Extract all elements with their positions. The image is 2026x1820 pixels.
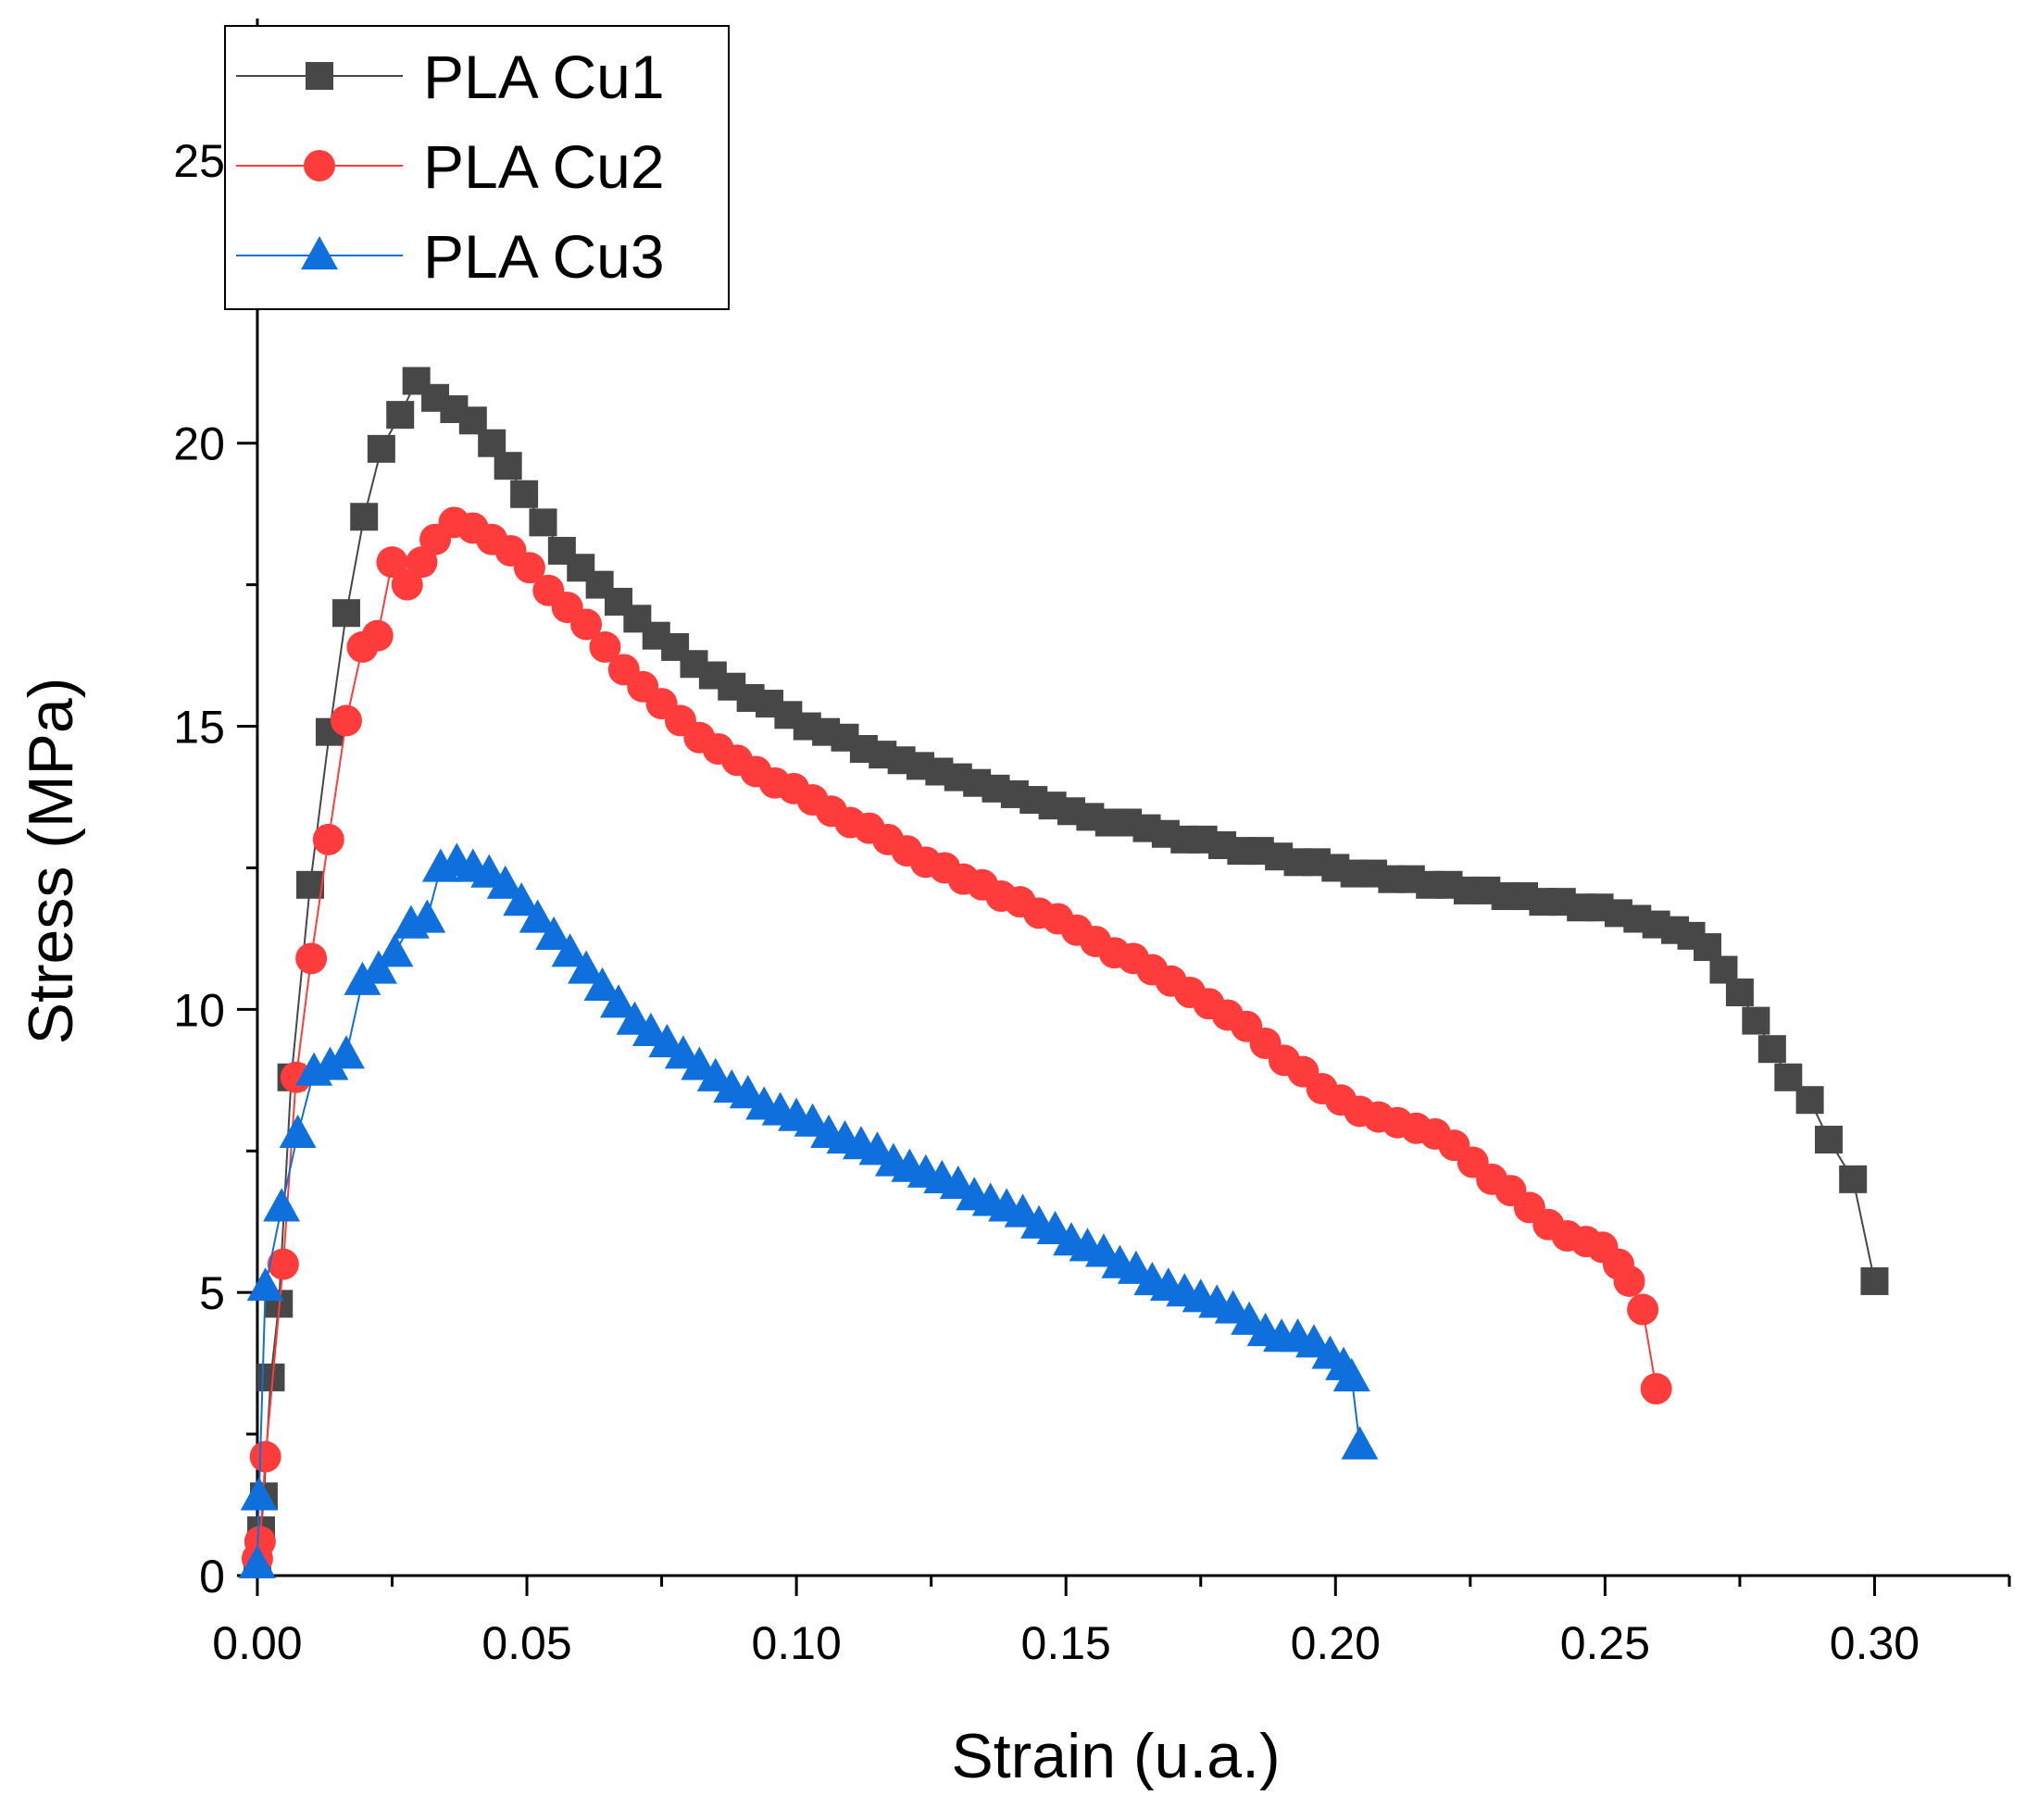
- x-tick-label: 0.00: [212, 1617, 302, 1669]
- data-point: [1860, 1266, 1889, 1295]
- data-point: [529, 508, 557, 537]
- data-point: [1725, 979, 1754, 1007]
- data-point: [244, 1526, 276, 1558]
- x-tick-label: 0.10: [751, 1617, 841, 1669]
- x-tick-label: 0.25: [1560, 1617, 1650, 1669]
- data-point: [1341, 1426, 1379, 1460]
- data-point: [311, 1046, 349, 1080]
- series-pla-cu3: [238, 842, 1379, 1578]
- data-point: [408, 899, 446, 933]
- legend-label: PLA Cu2: [423, 132, 665, 201]
- data-point: [238, 1544, 276, 1578]
- data-point: [513, 552, 545, 584]
- data-point: [350, 503, 379, 531]
- data-point: [391, 568, 423, 601]
- legend-entry: PLA Cu2: [236, 132, 665, 201]
- data-point: [249, 1440, 281, 1473]
- data-point: [312, 823, 344, 855]
- data-point: [295, 942, 328, 975]
- series-pla-cu2: [241, 506, 1672, 1575]
- y-tick-label: 0: [199, 1551, 225, 1602]
- data-point: [367, 434, 395, 463]
- y-tick-label: 25: [173, 135, 225, 187]
- legend-entry: PLA Cu3: [236, 222, 665, 291]
- y-tick-labels: 0 5 10 15 20 25: [173, 135, 225, 1602]
- data-point: [331, 599, 360, 628]
- data-point: [1814, 1126, 1843, 1154]
- data-point: [240, 1477, 278, 1511]
- data-point: [344, 961, 381, 995]
- data-point: [1627, 1293, 1659, 1326]
- y-tick-label: 20: [173, 418, 225, 470]
- x-axis-title: Strain (u.a.): [951, 1721, 1280, 1791]
- series-layer: [238, 367, 1889, 1578]
- data-point: [361, 619, 394, 652]
- data-point: [510, 480, 539, 508]
- y-tick-label: 15: [173, 702, 225, 754]
- data-point: [503, 882, 541, 916]
- data-point: [1839, 1165, 1868, 1193]
- data-point: [519, 899, 557, 933]
- data-point: [267, 1248, 299, 1280]
- data-point: [589, 630, 621, 663]
- data-point: [570, 608, 603, 641]
- data-point: [494, 452, 522, 480]
- data-point: [1795, 1086, 1824, 1115]
- data-point: [376, 546, 408, 579]
- x-tick-label: 0.15: [1021, 1617, 1111, 1669]
- legend-marker: [304, 150, 335, 181]
- data-point: [359, 950, 397, 984]
- data-point: [376, 933, 414, 967]
- x-tick-label: 0.30: [1830, 1617, 1920, 1669]
- data-point: [600, 984, 637, 1018]
- y-tick-label: 5: [199, 1267, 225, 1319]
- legend: PLA Cu1 PLA Cu2 PLA Cu3: [224, 25, 730, 310]
- data-point: [328, 1035, 365, 1069]
- data-point: [263, 1188, 301, 1222]
- data-point: [295, 870, 324, 899]
- data-point: [1742, 1006, 1770, 1035]
- series-pla-cu1: [243, 367, 1889, 1578]
- data-point: [246, 1267, 284, 1302]
- data-point: [486, 865, 524, 899]
- data-point: [1640, 1373, 1672, 1405]
- data-point: [406, 546, 438, 579]
- data-point: [1613, 1265, 1645, 1297]
- data-point: [386, 401, 415, 430]
- data-point: [279, 1114, 317, 1149]
- data-point: [1332, 1357, 1370, 1392]
- data-point: [256, 1363, 285, 1391]
- legend-entry: PLA Cu1: [236, 43, 665, 111]
- data-point: [535, 916, 573, 950]
- legend-marker: [306, 62, 333, 90]
- data-point: [583, 966, 621, 1002]
- x-tick-label: 0.05: [481, 1617, 571, 1669]
- x-tick-label: 0.20: [1291, 1617, 1381, 1669]
- legend-entries: PLA Cu1 PLA Cu2 PLA Cu3: [236, 43, 665, 291]
- data-point: [330, 704, 362, 737]
- legend-label: PLA Cu3: [423, 222, 665, 291]
- legend-marker: [301, 236, 338, 270]
- data-point: [1757, 1035, 1786, 1064]
- data-point: [568, 950, 606, 984]
- x-tick-labels: 0.00 0.05 0.10 0.15 0.20 0.25 0.30: [212, 1617, 1920, 1669]
- y-axis-title: Stress (MPa): [16, 678, 86, 1045]
- legend-label: PLA Cu1: [423, 43, 665, 111]
- data-point: [551, 933, 589, 967]
- y-tick-label: 10: [173, 984, 225, 1036]
- x-axis-ticks: [256, 1576, 2011, 1596]
